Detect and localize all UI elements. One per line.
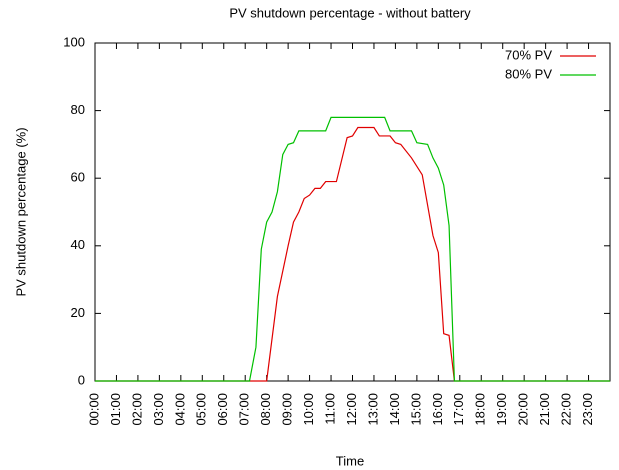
- y-tick-label: 0: [78, 372, 85, 387]
- x-tick-label: 12:00: [344, 393, 359, 426]
- legend-label: 80% PV: [505, 66, 552, 81]
- x-tick-label: 03:00: [151, 393, 166, 426]
- x-tick-label: 14:00: [387, 393, 402, 426]
- x-tick-label: 04:00: [172, 393, 187, 426]
- x-tick-label: 20:00: [516, 393, 531, 426]
- x-tick-label: 21:00: [537, 393, 552, 426]
- x-tick-label: 08:00: [258, 393, 273, 426]
- x-tick-label: 16:00: [430, 393, 445, 426]
- y-tick-label: 20: [71, 305, 85, 320]
- y-tick-label: 100: [63, 34, 85, 49]
- x-tick-label: 06:00: [215, 393, 230, 426]
- x-tick-label: 23:00: [580, 393, 595, 426]
- x-tick-label: 22:00: [559, 393, 574, 426]
- x-tick-label: 18:00: [473, 393, 488, 426]
- x-tick-label: 15:00: [408, 393, 423, 426]
- x-tick-label: 00:00: [86, 393, 101, 426]
- plot-border: [94, 42, 611, 382]
- x-tick-label: 19:00: [494, 393, 509, 426]
- series-line: [95, 126, 610, 382]
- x-tick-label: 01:00: [108, 393, 123, 426]
- y-tick-label: 60: [71, 170, 85, 185]
- series-line: [95, 116, 610, 382]
- x-tick-label: 11:00: [322, 393, 337, 425]
- y-axis-label: PV shutdown percentage (%): [13, 127, 28, 296]
- x-axis-label: Time: [336, 453, 364, 468]
- x-tick-label: 02:00: [129, 393, 144, 426]
- y-tick-label: 80: [71, 102, 85, 117]
- x-tick-label: 13:00: [365, 393, 380, 426]
- chart-title: PV shutdown percentage - without battery: [229, 5, 471, 20]
- x-tick-label: 17:00: [451, 393, 466, 426]
- x-tick-label: 05:00: [194, 393, 209, 426]
- x-tick-label: 10:00: [301, 393, 316, 426]
- y-tick-label: 40: [71, 237, 85, 252]
- x-tick-label: 07:00: [237, 393, 252, 426]
- legend-label: 70% PV: [505, 47, 552, 62]
- x-tick-label: 09:00: [280, 393, 295, 426]
